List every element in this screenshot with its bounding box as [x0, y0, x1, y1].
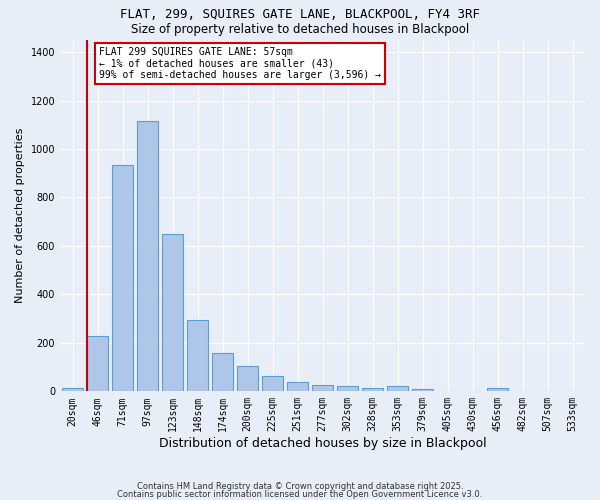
- Text: FLAT 299 SQUIRES GATE LANE: 57sqm
← 1% of detached houses are smaller (43)
99% o: FLAT 299 SQUIRES GATE LANE: 57sqm ← 1% o…: [99, 48, 381, 80]
- Bar: [287, 382, 308, 392]
- Bar: [237, 366, 258, 392]
- Text: Size of property relative to detached houses in Blackpool: Size of property relative to detached ho…: [131, 22, 469, 36]
- Bar: [62, 388, 83, 392]
- Bar: [487, 388, 508, 392]
- Bar: [312, 386, 333, 392]
- Text: FLAT, 299, SQUIRES GATE LANE, BLACKPOOL, FY4 3RF: FLAT, 299, SQUIRES GATE LANE, BLACKPOOL,…: [120, 8, 480, 20]
- Bar: [337, 386, 358, 392]
- Bar: [112, 165, 133, 392]
- Bar: [187, 320, 208, 392]
- Text: Contains HM Land Registry data © Crown copyright and database right 2025.: Contains HM Land Registry data © Crown c…: [137, 482, 463, 491]
- Bar: [387, 386, 408, 392]
- Bar: [162, 234, 183, 392]
- Bar: [362, 388, 383, 392]
- Text: Contains public sector information licensed under the Open Government Licence v3: Contains public sector information licen…: [118, 490, 482, 499]
- Y-axis label: Number of detached properties: Number of detached properties: [15, 128, 25, 304]
- X-axis label: Distribution of detached houses by size in Blackpool: Distribution of detached houses by size …: [159, 437, 487, 450]
- Bar: [212, 352, 233, 392]
- Bar: [262, 376, 283, 392]
- Bar: [412, 389, 433, 392]
- Bar: [87, 336, 108, 392]
- Bar: [137, 121, 158, 392]
